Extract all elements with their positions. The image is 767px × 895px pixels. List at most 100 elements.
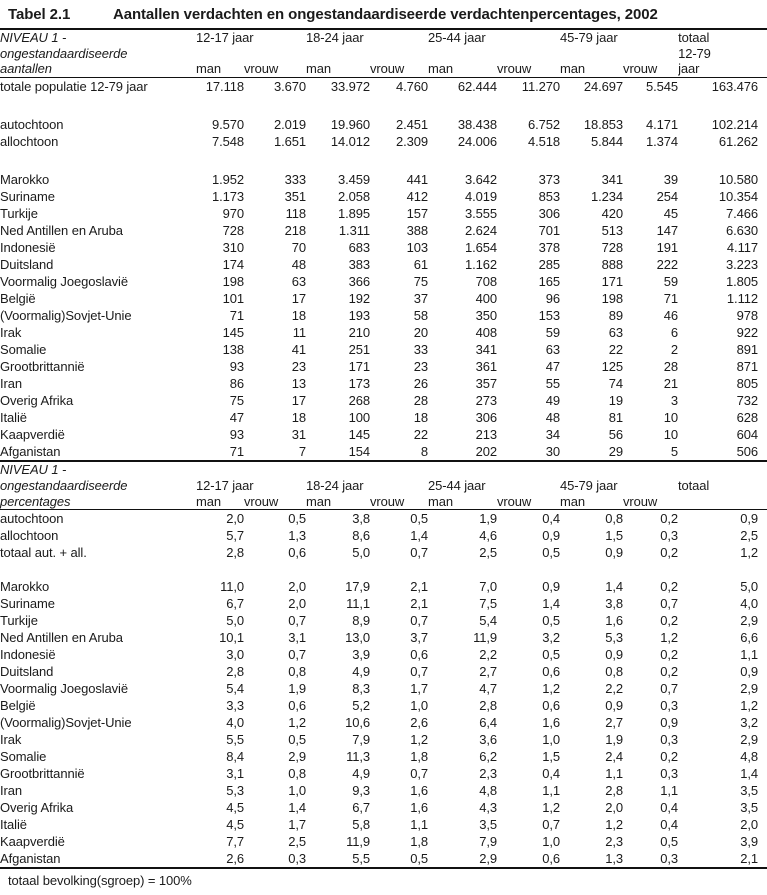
cell-value: 0,9 — [740, 511, 758, 527]
cell-value: 71 — [663, 291, 678, 307]
cell-value: 0,4 — [542, 511, 560, 527]
cell-value: 1,1 — [410, 817, 428, 833]
cell-value: 2,9 — [740, 681, 758, 697]
cell-value: 1.162 — [464, 257, 497, 273]
cell-value: 17,9 — [345, 579, 370, 595]
cell-value: 7 — [298, 444, 306, 460]
cell-value: 7,0 — [479, 579, 497, 595]
table-row: allochtoon 5,7 1,3 8,6 1,4 4,6 0,9 1,5 0,3 2,5 — [0, 527, 767, 544]
sub-header-vrouw: vrouw — [370, 61, 405, 77]
cell-value: 357 — [475, 376, 497, 392]
row-label: Afganistan — [0, 851, 61, 867]
cell-value: 5,5 — [352, 851, 370, 867]
cell-value: 888 — [601, 257, 623, 273]
cell-value: 11,1 — [346, 596, 370, 612]
cell-value: 33.972 — [330, 79, 370, 95]
cell-value: 0,7 — [288, 613, 306, 629]
row-label: (Voormalig)Sovjet-Unie — [0, 308, 132, 324]
cell-value: 0,2 — [660, 647, 678, 663]
cell-value: 400 — [475, 291, 497, 307]
cell-value: 0,7 — [410, 664, 428, 680]
cell-value: 2,2 — [479, 647, 497, 663]
cell-value: 2,0 — [740, 817, 758, 833]
cell-value: 8,4 — [226, 749, 244, 765]
cell-value: 0,3 — [660, 851, 678, 867]
row-label: Turkije — [0, 613, 38, 629]
cell-value: 728 — [222, 223, 244, 239]
cell-value: 701 — [538, 223, 560, 239]
cell-value: 26 — [413, 376, 428, 392]
header1-rule — [0, 77, 767, 79]
cell-value: 28 — [663, 359, 678, 375]
cell-value: 1,4 — [410, 528, 428, 544]
cell-value: 2,5 — [288, 834, 306, 850]
table-row: Voormalig Joegoslavië 5,4 1,9 8,3 1,7 4,7 1,2 2… — [0, 680, 767, 697]
cell-value: 70 — [291, 240, 306, 256]
cell-value: 14.012 — [330, 134, 370, 150]
row-label: Duitsland — [0, 664, 54, 680]
cell-value: 628 — [736, 410, 758, 426]
cell-value: 28 — [413, 393, 428, 409]
cell-value: 9.570 — [211, 117, 244, 133]
cell-value: 4.019 — [464, 189, 497, 205]
cell-value: 891 — [736, 342, 758, 358]
cell-value: 202 — [475, 444, 497, 460]
cell-value: 5.545 — [645, 79, 678, 95]
row-label: België — [0, 698, 36, 714]
cell-value: 6,2 — [479, 749, 497, 765]
cell-value: 3,1 — [288, 630, 306, 646]
row-label: Italië — [0, 817, 27, 833]
cell-value: 2.019 — [273, 117, 306, 133]
cell-value: 254 — [656, 189, 678, 205]
cell-value: 1.234 — [590, 189, 623, 205]
cell-value: 4,5 — [226, 800, 244, 816]
cell-value: 0,4 — [660, 817, 678, 833]
cell-value: 1,8 — [410, 834, 428, 850]
cell-value: 1,7 — [288, 817, 306, 833]
cell-value: 11,0 — [220, 579, 244, 595]
cell-value: 1.112 — [726, 291, 758, 307]
section2-header-line2: ongestandaardiseerde — [0, 477, 128, 493]
cell-value: 5,8 — [352, 817, 370, 833]
cell-value: 4,9 — [352, 766, 370, 782]
cell-value: 6.630 — [725, 223, 758, 239]
cell-value: 2.451 — [395, 117, 428, 133]
cell-value: 23 — [413, 359, 428, 375]
cell-value: 3,5 — [479, 817, 497, 833]
cell-value: 871 — [736, 359, 758, 375]
cell-value: 4.760 — [395, 79, 428, 95]
table-row: Iran 5,3 1,0 9,3 1,6 4,8 1,1 2,8 1,1 3,5 — [0, 782, 767, 799]
cell-value: 513 — [601, 223, 623, 239]
cell-value: 154 — [348, 444, 370, 460]
cell-value: 0,7 — [288, 647, 306, 663]
age-group-header: 25-44 jaar — [428, 30, 486, 45]
cell-value: 5,3 — [226, 783, 244, 799]
row-label: Somalie — [0, 749, 47, 765]
cell-value: 4,5 — [226, 817, 244, 833]
cell-value: 0,2 — [660, 664, 678, 680]
table-footnote: totaal bevolking(sgroep) = 100% — [8, 873, 192, 889]
cell-value: 47 — [545, 359, 560, 375]
cell-value: 10,1 — [219, 630, 244, 646]
cell-value: 153 — [538, 308, 560, 324]
header-empty — [678, 494, 767, 510]
cell-value: 4,0 — [740, 596, 758, 612]
cell-value: 198 — [222, 274, 244, 290]
cell-value: 0,9 — [605, 698, 623, 714]
cell-value: 58 — [413, 308, 428, 324]
cell-value: 1,6 — [410, 800, 428, 816]
cell-value: 5,7 — [226, 528, 244, 544]
cell-value: 9,3 — [352, 783, 370, 799]
cell-value: 0,3 — [288, 851, 306, 867]
section1-header-line3: aantallen — [0, 61, 52, 77]
table-row: Suriname 1.173 351 2.058 412 4.019 853 1.234 254… — [0, 188, 767, 205]
table-row: Somalie 8,4 2,9 11,3 1,8 6,2 1,5 2,4 0,2 4,8 — [0, 748, 767, 765]
cell-value: 310 — [222, 240, 244, 256]
header-row-3: percentages man vrouw man vrouw man vrou… — [0, 494, 767, 510]
cell-value: 22 — [413, 427, 428, 443]
row-label: Ned Antillen en Aruba — [0, 630, 123, 646]
table-row: Grootbrittannië 3,1 0,8 4,9 0,7 2,3 0,4 1,1 0,3 1… — [0, 765, 767, 782]
section1-header-line2: ongestandaardiseerde — [0, 45, 128, 61]
row-label: Voormalig Joegoslavië — [0, 274, 128, 290]
cell-value: 19.960 — [330, 117, 370, 133]
